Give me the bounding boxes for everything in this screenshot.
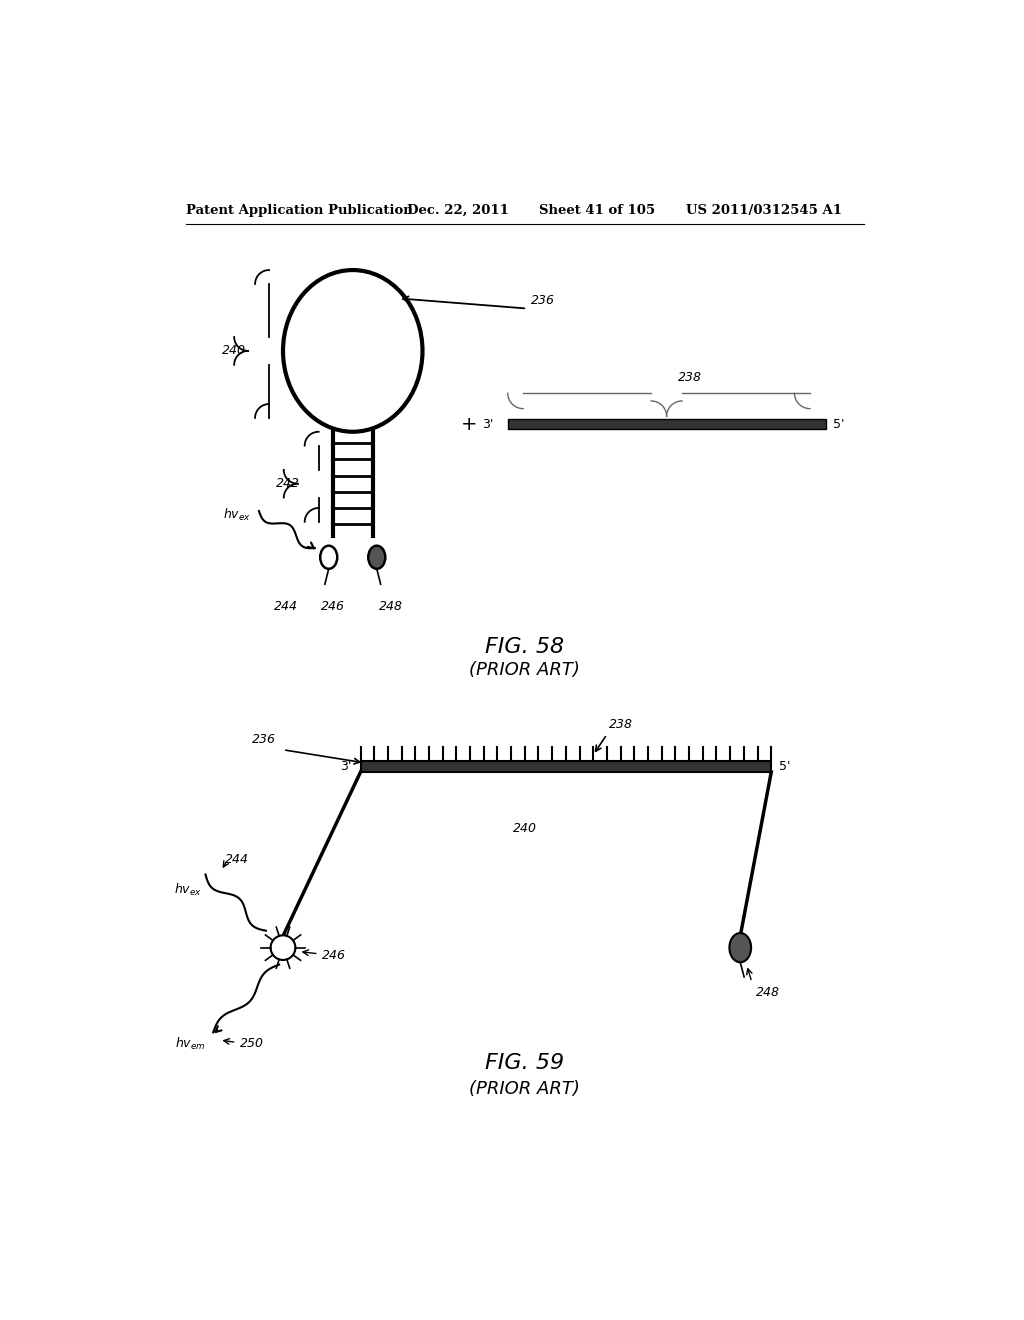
Text: 240: 240: [222, 345, 246, 358]
Text: 5': 5': [779, 760, 791, 774]
Text: 248: 248: [756, 986, 779, 999]
Bar: [508, 418, 825, 429]
Text: 242: 242: [275, 478, 300, 490]
Text: Patent Application Publication: Patent Application Publication: [186, 205, 413, 218]
Text: FIG. 59: FIG. 59: [485, 1053, 564, 1073]
Text: 244: 244: [274, 599, 298, 612]
Text: US 2011/0312545 A1: US 2011/0312545 A1: [686, 205, 842, 218]
Text: $hv_{ex}$: $hv_{ex}$: [223, 507, 251, 523]
Ellipse shape: [321, 545, 337, 569]
Text: (PRIOR ART): (PRIOR ART): [469, 1080, 581, 1097]
Text: +: +: [461, 414, 477, 433]
Ellipse shape: [729, 933, 751, 962]
Text: Dec. 22, 2011: Dec. 22, 2011: [407, 205, 509, 218]
Text: 244: 244: [225, 853, 249, 866]
Text: 3': 3': [340, 760, 351, 774]
Text: (PRIOR ART): (PRIOR ART): [469, 661, 581, 680]
Text: 236: 236: [252, 733, 275, 746]
Text: 246: 246: [322, 949, 346, 962]
Text: 240: 240: [513, 822, 537, 834]
Text: 5': 5': [834, 417, 845, 430]
Circle shape: [270, 936, 295, 960]
Bar: [360, 762, 771, 772]
Text: 238: 238: [678, 371, 701, 384]
Text: 3': 3': [482, 417, 494, 430]
Text: $hv_{ex}$: $hv_{ex}$: [174, 882, 202, 898]
Text: 248: 248: [379, 599, 402, 612]
Text: 250: 250: [241, 1038, 264, 1051]
Text: 246: 246: [321, 599, 345, 612]
Text: Sheet 41 of 105: Sheet 41 of 105: [539, 205, 655, 218]
Text: 238: 238: [608, 718, 633, 731]
Text: 236: 236: [531, 294, 555, 308]
Ellipse shape: [369, 545, 385, 569]
Text: $hv_{em}$: $hv_{em}$: [175, 1036, 206, 1052]
Text: FIG. 58: FIG. 58: [485, 638, 564, 657]
